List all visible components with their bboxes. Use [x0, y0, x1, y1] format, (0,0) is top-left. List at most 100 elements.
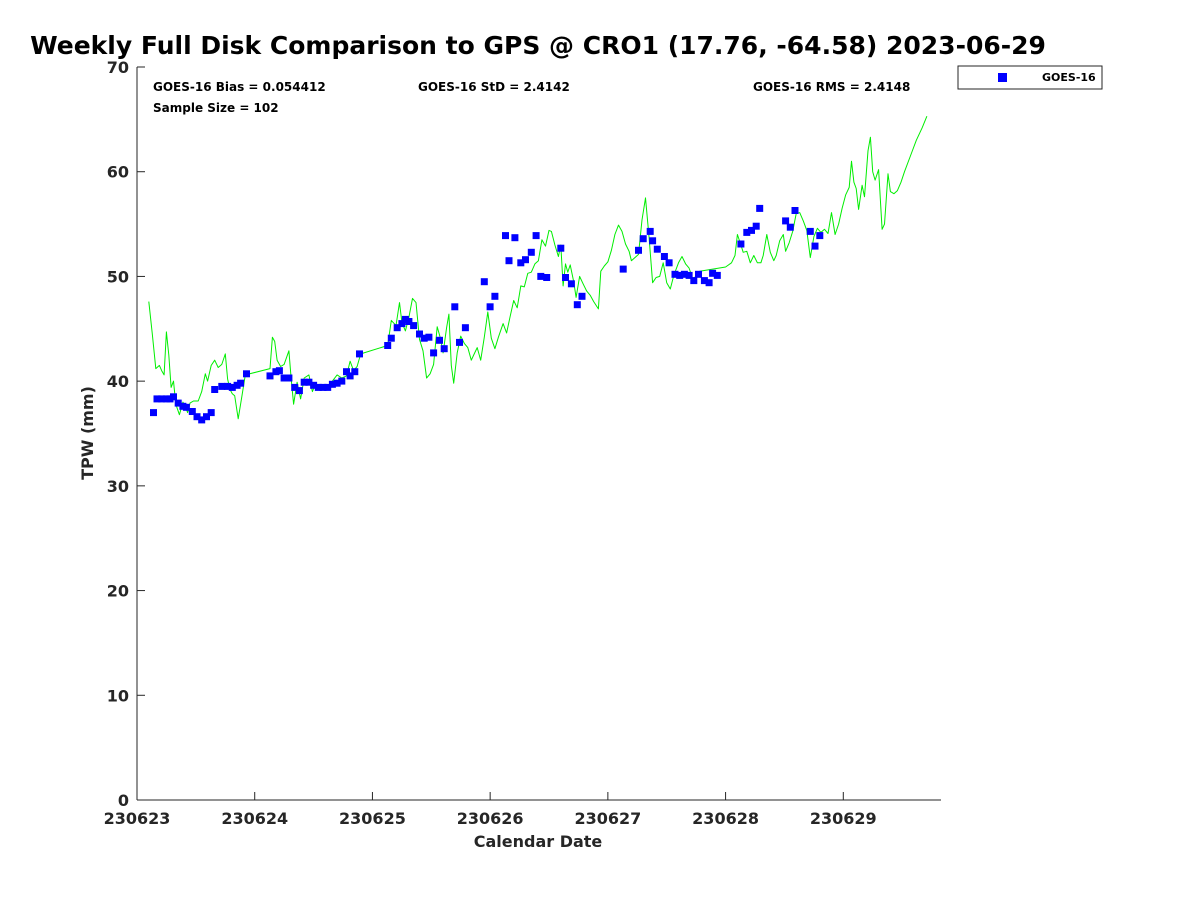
data-point	[671, 270, 679, 278]
data-point	[680, 270, 688, 278]
data-point	[709, 269, 717, 277]
data-point	[398, 320, 406, 328]
y-tick-label: 50	[107, 267, 129, 286]
data-point	[356, 350, 363, 358]
data-point	[351, 368, 359, 376]
data-point	[748, 226, 755, 234]
data-point	[635, 246, 642, 254]
data-point	[188, 408, 196, 415]
data-point	[319, 383, 327, 391]
data-point	[410, 322, 418, 330]
data-point	[505, 257, 513, 265]
data-point	[207, 409, 215, 417]
y-tick-label: 60	[107, 163, 129, 182]
x-tick-label: 230623	[104, 809, 171, 828]
data-point	[517, 259, 525, 267]
data-point	[420, 334, 428, 342]
bias-stat: GOES-16 Bias = 0.054412	[153, 80, 326, 94]
data-point	[440, 345, 448, 353]
data-point	[676, 271, 684, 279]
data-point	[782, 217, 790, 225]
data-point	[384, 342, 392, 349]
data-point	[752, 222, 760, 230]
data-point	[285, 374, 293, 382]
data-point	[649, 237, 657, 245]
data-point	[182, 403, 190, 411]
data-point	[451, 303, 459, 311]
data-point	[310, 381, 318, 389]
series-points	[150, 204, 824, 424]
y-tick-label: 20	[107, 582, 129, 601]
y-ticks: 0 10 20 30 40 50 60 70	[107, 58, 145, 810]
data-point	[743, 228, 751, 236]
data-point	[393, 324, 401, 332]
data-point	[430, 349, 438, 357]
data-point	[480, 278, 488, 286]
data-point	[491, 292, 499, 300]
data-point	[338, 377, 346, 385]
data-point	[425, 333, 433, 341]
data-point	[416, 330, 423, 338]
data-point	[218, 382, 226, 390]
data-point	[578, 292, 586, 300]
data-point	[387, 334, 395, 342]
data-point	[690, 277, 698, 285]
data-point	[280, 374, 288, 382]
data-point	[198, 416, 206, 424]
std-stat: GOES-16 StD = 2.4142	[418, 80, 570, 94]
data-point	[705, 279, 713, 287]
rms-stat: GOES-16 RMS = 2.4148	[753, 80, 910, 94]
data-point	[162, 395, 170, 403]
data-point	[228, 383, 236, 391]
data-point	[567, 280, 575, 288]
data-point	[461, 324, 469, 332]
y-tick-label: 30	[107, 477, 129, 496]
data-point	[193, 413, 201, 421]
data-point	[756, 204, 764, 212]
data-point	[300, 378, 308, 386]
y-tick-label: 70	[107, 58, 129, 77]
data-point	[543, 274, 551, 281]
data-point	[806, 227, 814, 235]
data-point	[537, 272, 545, 280]
data-point	[314, 383, 322, 391]
data-point	[405, 318, 413, 325]
data-point	[639, 235, 647, 243]
series-lines	[148, 116, 928, 420]
data-point	[291, 383, 299, 391]
data-point	[174, 399, 182, 407]
data-point	[150, 409, 157, 417]
data-point	[737, 240, 745, 248]
y-axis-label: TPW (mm)	[78, 386, 97, 480]
data-point	[573, 301, 581, 309]
data-point	[791, 207, 799, 214]
axes	[136, 67, 941, 801]
data-point	[811, 242, 819, 250]
data-point	[343, 368, 350, 376]
x-axis-label: Calendar Date	[474, 832, 603, 851]
legend-marker-goes16	[998, 73, 1007, 82]
data-point	[275, 367, 283, 375]
data-point	[695, 270, 702, 278]
data-point	[456, 338, 463, 346]
data-point	[619, 265, 627, 273]
data-point	[266, 372, 274, 380]
y-tick-label: 40	[107, 372, 129, 391]
data-point	[700, 277, 708, 285]
data-point	[486, 303, 494, 311]
data-point	[532, 232, 540, 240]
series-line-1	[148, 116, 928, 420]
data-point	[660, 253, 668, 260]
data-point	[305, 378, 313, 386]
x-tick-label: 230629	[810, 809, 877, 828]
data-point	[665, 259, 673, 267]
data-point	[522, 256, 529, 264]
data-point	[527, 248, 535, 256]
data-point	[816, 232, 824, 240]
data-point	[224, 382, 232, 390]
x-ticks: 230623 230624 230625 230626 230627 230628 2306…	[104, 792, 877, 828]
data-point	[685, 271, 693, 279]
x-tick-label: 230624	[221, 809, 288, 828]
data-point	[333, 379, 341, 387]
data-point	[346, 372, 354, 380]
